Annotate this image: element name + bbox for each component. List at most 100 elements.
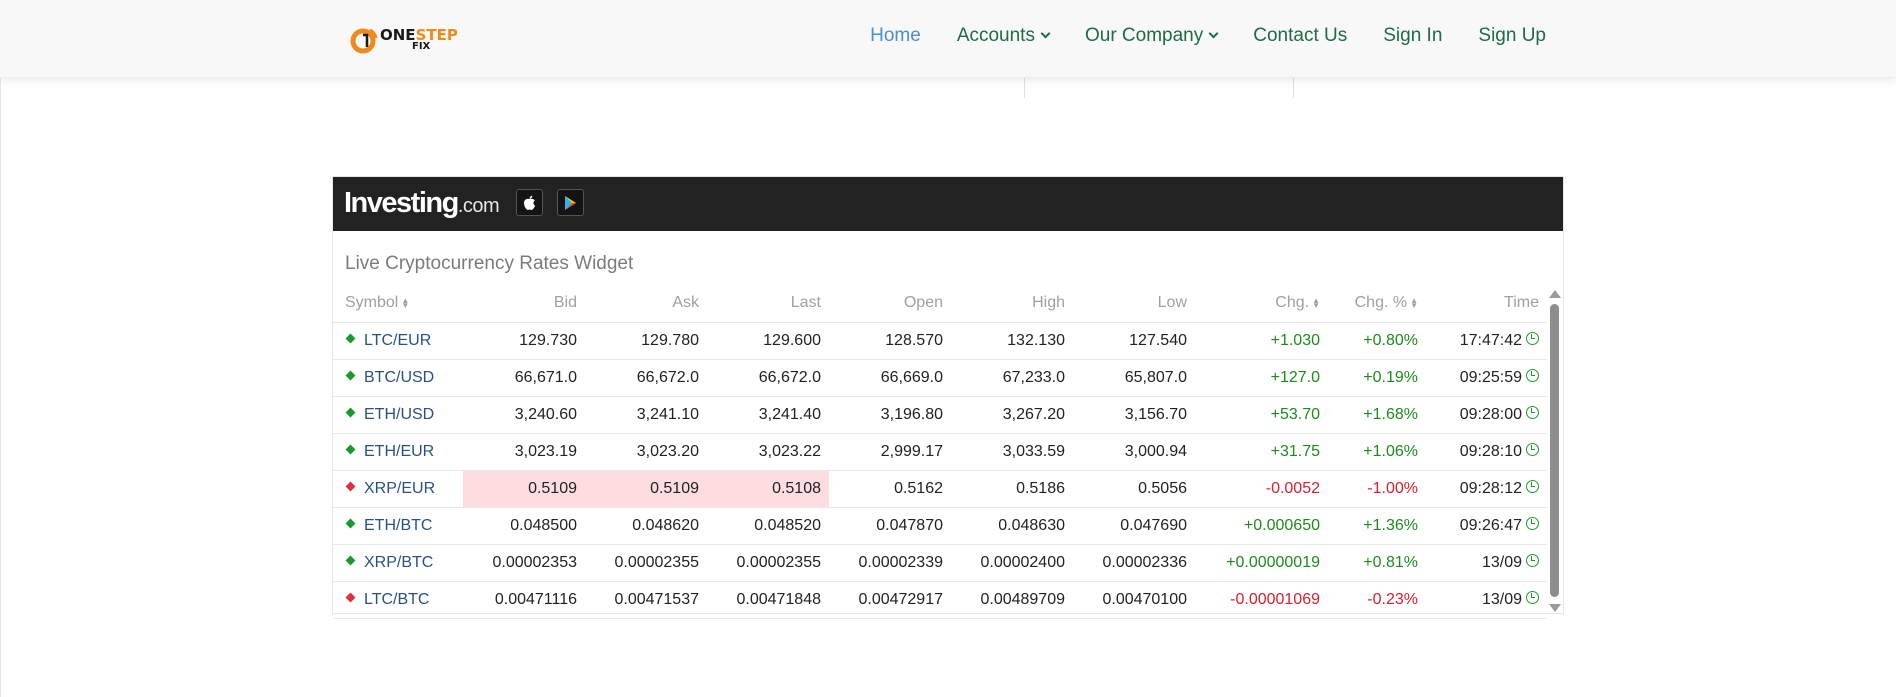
table-row: XRP/EUR 0.5109 0.5109 0.5108 0.5162 0.5186 0.5… [333,470,1547,508]
nav-home[interactable]: Home [870,25,921,47]
rates-table-container: Symbol ▲ ▼ Bid Ask Last Open High Low Chg.… [333,285,1547,619]
symbol-link[interactable]: ETH/EUR [364,442,435,460]
time-value: 09:28:00 [1459,405,1522,423]
symbol-link[interactable]: XRP/EUR [364,479,436,497]
chg-pct-cell: +1.36% [1328,507,1426,545]
bid-cell: 129.730 [463,322,585,360]
onestepfix-logo[interactable]: ONESTEP FIX [350,24,458,56]
scroll-thumb[interactable] [1550,304,1559,597]
last-cell: 0.5108 [707,470,829,508]
chg-cell: +0.000650 [1195,507,1328,545]
symbol-link[interactable]: ETH/USD [364,405,435,423]
high-cell: 0.00002400 [951,544,1073,582]
nav-sign-in-label: Sign In [1383,25,1443,46]
column-header-low: Low [1073,285,1195,323]
table-row: BTC/USD 66,671.0 66,672.0 66,672.0 66,669.0 6… [333,359,1547,397]
clock-icon [1526,517,1539,531]
chg-cell: +31.75 [1195,433,1328,471]
time-cell: 13/09 [1426,581,1547,619]
symbol-link[interactable]: LTC/BTC [364,590,430,608]
column-header-time: Time [1426,285,1547,323]
symbol-cell[interactable]: BTC/USD [333,359,463,397]
site-header: ONESTEP FIX Home Accounts Our Company Co… [0,0,1896,78]
nav-sign-up[interactable]: Sign Up [1478,25,1546,47]
chevron-down-icon [1040,28,1051,39]
bid-cell: 0.5109 [463,470,585,508]
bid-cell: 3,240.60 [463,396,585,434]
low-cell: 0.047690 [1073,507,1195,545]
investing-logo[interactable]: Investing.com [344,187,500,220]
open-cell: 0.00472917 [829,581,951,619]
nav-contact-us[interactable]: Contact Us [1253,25,1347,47]
symbol-cell[interactable]: ETH/USD [333,396,463,434]
column-header-symbol[interactable]: Symbol ▲ ▼ [333,285,463,323]
chevron-down-icon [1208,28,1219,39]
column-header-chg-pct[interactable]: Chg. % ▲ ▼ [1328,285,1426,323]
divider-line [1024,78,1025,98]
clock-icon [1526,480,1539,494]
open-cell: 0.00002339 [829,544,951,582]
last-cell: 129.600 [707,322,829,360]
column-header-chg[interactable]: Chg. ▲ ▼ [1195,285,1328,323]
open-cell: 0.5162 [829,470,951,508]
time-cell: 09:28:10 [1426,433,1547,471]
column-header-high: High [951,285,1073,323]
nav-our-company[interactable]: Our Company [1084,25,1219,47]
last-cell: 66,672.0 [707,359,829,397]
apple-store-button[interactable] [516,189,543,216]
symbol-link[interactable]: XRP/BTC [364,553,434,571]
high-cell: 3,033.59 [951,433,1073,471]
symbol-cell[interactable]: XRP/EUR [333,470,463,508]
chg-cell: +0.00000019 [1195,544,1328,582]
ask-cell: 0.00471537 [585,581,707,619]
chg-pct-cell: +0.80% [1328,322,1426,360]
high-cell: 0.5186 [951,470,1073,508]
low-cell: 3,000.94 [1073,433,1195,471]
chg-cell: -0.0052 [1195,470,1328,508]
symbol-cell[interactable]: LTC/BTC [333,581,463,619]
last-cell: 3,241.40 [707,396,829,434]
nav-sign-in[interactable]: Sign In [1383,25,1442,47]
google-play-button[interactable] [557,189,584,216]
green-diamond-icon [345,370,356,381]
nav-accounts-label: Accounts [956,25,1035,46]
nav-accounts[interactable]: Accounts [956,25,1051,47]
logo-fix: FIX [412,41,431,52]
low-cell: 127.540 [1073,322,1195,360]
table-row: ETH/BTC 0.048500 0.048620 0.048520 0.047870 0… [333,507,1547,545]
clock-icon [1526,406,1539,420]
column-header-open: Open [829,285,951,323]
ask-cell: 3,023.20 [585,433,707,471]
symbol-link[interactable]: LTC/EUR [364,331,432,349]
time-cell: 13/09 [1426,544,1547,582]
bid-cell: 0.00471116 [463,581,585,619]
green-diamond-icon [345,407,356,418]
sort-icon: ▲ ▼ [1312,296,1320,311]
bid-cell: 0.048500 [463,507,585,545]
nav-our-company-label: Our Company [1084,25,1204,46]
symbol-link[interactable]: ETH/BTC [364,516,433,534]
clock-icon [1526,332,1539,346]
low-cell: 0.00470100 [1073,581,1195,619]
symbol-cell[interactable]: ETH/BTC [333,507,463,545]
chg-cell: -0.00001069 [1195,581,1328,619]
time-cell: 09:26:47 [1426,507,1547,545]
nav-home-label: Home [870,25,921,46]
table-scrollbar[interactable] [1548,290,1561,614]
symbol-link[interactable]: BTC/USD [364,368,435,386]
clock-icon [1526,443,1539,457]
ask-cell: 3,241.10 [585,396,707,434]
symbol-cell[interactable]: ETH/EUR [333,433,463,471]
clock-icon [1526,591,1539,605]
symbol-cell[interactable]: LTC/EUR [333,322,463,360]
red-diamond-icon [345,481,356,492]
time-value: 09:26:47 [1459,516,1522,534]
scroll-down-arrow-icon[interactable] [1549,604,1561,612]
scroll-up-arrow-icon[interactable] [1549,290,1561,298]
ask-cell: 0.5109 [585,470,707,508]
logo-wordmark: ONESTEP FIX [380,28,458,52]
time-cell: 09:28:12 [1426,470,1547,508]
symbol-cell[interactable]: XRP/BTC [333,544,463,582]
red-diamond-icon [345,592,356,603]
time-value: 09:28:10 [1459,442,1522,460]
